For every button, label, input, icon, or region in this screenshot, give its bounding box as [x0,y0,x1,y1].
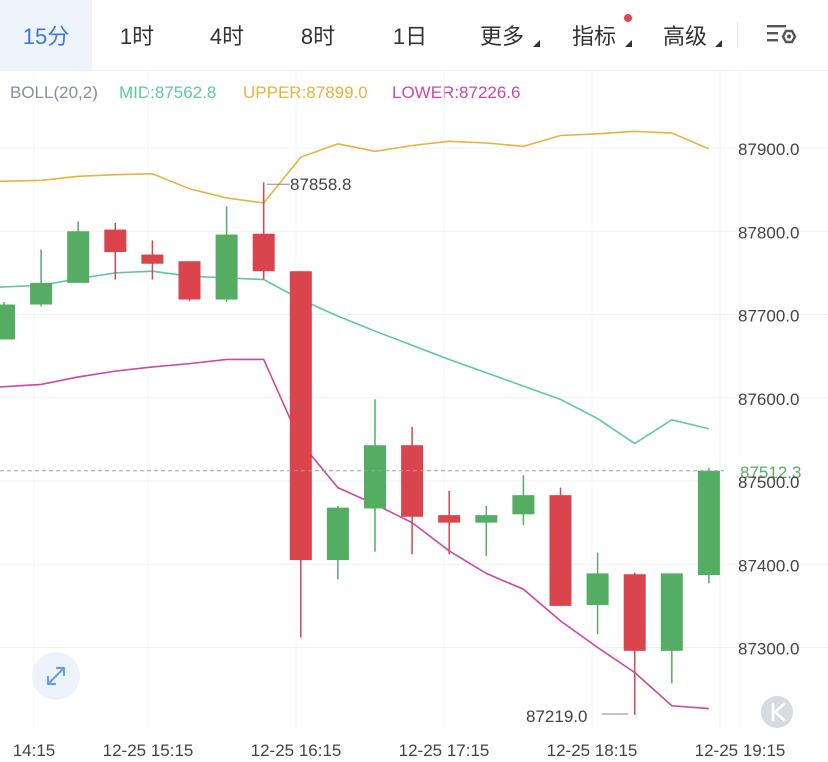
candle-body [438,515,461,523]
candle-body [401,445,424,517]
candle-body [67,231,90,283]
tab-1[interactable]: 1时 [92,0,182,70]
x-tick-label: 12-25 15:15 [103,741,194,760]
boll-mid-line [0,270,710,445]
dropdown-caret-icon [533,40,540,47]
tab-7[interactable]: 高级 [640,0,730,70]
tab-label: 更多 [479,24,524,49]
y-tick-label: 87800.0 [738,223,799,242]
candlestick-chart[interactable]: BOLL(20,2) MID:87562.8 UPPER:87899.0 LOW… [0,70,828,762]
candle [364,399,386,552]
candle-body [586,573,609,606]
candle-body [697,470,720,576]
y-tick-label: 87900.0 [738,140,799,159]
boll-upper-line [0,130,710,204]
candle [623,572,646,715]
boll-lower-line [0,358,709,710]
candle [30,249,53,307]
candle-body [178,261,201,300]
x-tick-label: 14:15 [13,741,56,760]
candle [326,505,349,580]
scroll-to-latest-icon[interactable] [761,696,793,728]
candle-body [660,573,683,651]
candle-body [326,507,349,561]
indicator-upper: UPPER:87899.0 [243,83,368,102]
tab-6[interactable]: 指标 [548,0,640,70]
y-tick-label: 87400.0 [738,556,799,575]
tab-5[interactable]: 更多 [456,0,548,70]
x-tick-label: 12-25 16:15 [251,741,342,760]
tab-4[interactable]: 1日 [364,0,456,70]
candle [586,552,609,635]
candle-body [475,515,498,523]
candle-body [364,445,386,509]
candle [252,182,275,280]
candle [0,302,15,340]
candle [178,261,201,302]
y-tick-label: 87500.0 [738,473,799,492]
candle-body [512,495,535,515]
tab-label: 高级 [662,24,707,49]
notification-dot-icon [624,14,632,22]
tab-2[interactable]: 4时 [182,0,272,70]
tab-3[interactable]: 8时 [272,0,364,70]
tab-label: 4时 [209,24,245,49]
current-price-label: 87512.3 [740,463,801,482]
tab-label: 15分 [22,24,70,49]
candle [104,222,127,280]
candle [141,240,164,280]
candle-body [141,254,164,264]
y-tick-label: 87700.0 [738,307,799,326]
x-tick-label: 12-25 19:15 [695,741,786,760]
high-price-label: 87858.8 [290,175,351,194]
indicator-lower: LOWER:87226.6 [392,83,521,102]
dropdown-caret-icon [625,40,632,47]
indicator-name: BOLL(20,2) [10,83,98,102]
tab-label: 1时 [119,24,155,49]
candle [512,475,535,526]
low-price-label: 87219.0 [526,707,587,726]
chart-settings-icon[interactable] [760,20,800,50]
candle-body [0,304,15,340]
candle-body [215,234,238,300]
x-tick-label: 12-25 17:15 [399,741,490,760]
dropdown-caret-icon [715,40,722,47]
tab-label: 指标 [571,24,616,49]
candle [549,487,572,606]
candle [67,221,90,283]
candle [215,206,238,303]
y-tick-label: 87600.0 [738,390,799,409]
candle [289,271,312,638]
y-tick-label: 87300.0 [738,640,799,659]
candle-body [549,495,572,606]
tab-0[interactable]: 15分 [0,0,92,70]
timeframe-tab-bar: 15分 1时 4时 8时 1日 更多 指标 高级 [0,0,828,71]
x-tick-label: 12-25 18:15 [547,741,638,760]
tab-label: 1日 [392,24,428,49]
candle-body [252,233,275,272]
candle-body [289,271,312,561]
tab-label: 8时 [300,24,336,49]
candle [401,426,424,555]
candle [438,490,461,555]
candle-body [623,574,646,651]
toolbar-divider [737,22,738,48]
candle [475,505,498,556]
candle-body [30,282,53,305]
candle [697,467,720,584]
current-price-tag [724,456,828,485]
expand-icon[interactable] [32,652,80,700]
candle [660,573,683,684]
candle-body [104,229,127,253]
indicator-mid: MID:87562.8 [119,83,216,102]
